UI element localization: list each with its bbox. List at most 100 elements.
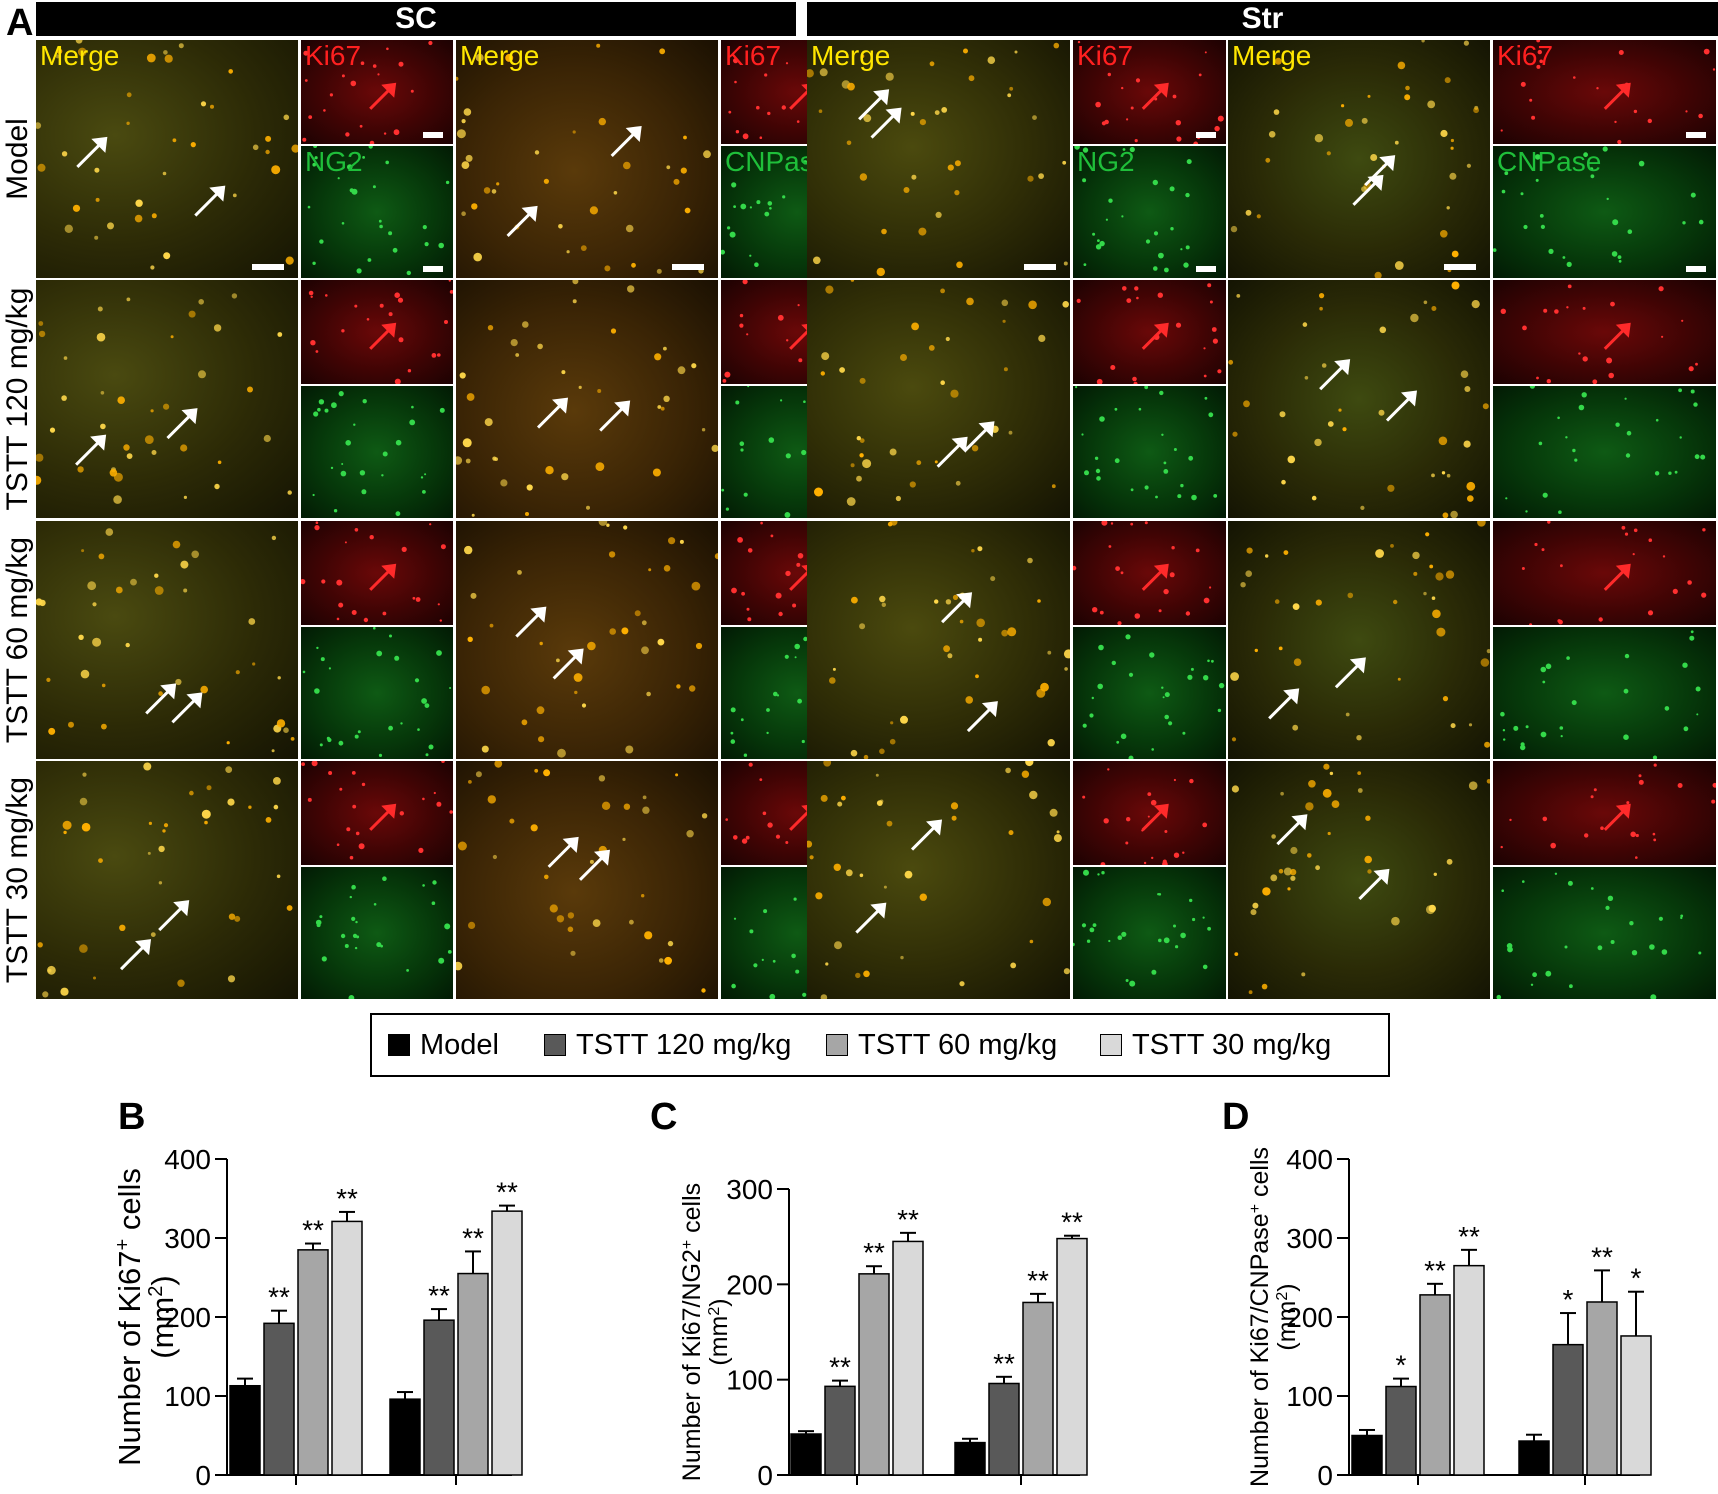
arrow-icon — [1358, 868, 1390, 900]
cell-dot — [231, 293, 238, 299]
ki67-dot — [366, 318, 370, 321]
cell-dot — [265, 149, 270, 155]
ki67-dot — [1143, 861, 1147, 865]
cell-dot — [820, 794, 828, 802]
cell-dot — [1063, 261, 1068, 266]
cell-dot — [1311, 495, 1317, 501]
cnpase-dot — [1605, 905, 1610, 910]
ki67-dot — [345, 132, 350, 137]
cell-dot — [589, 859, 594, 864]
ng2-dot — [359, 470, 366, 476]
cell-dot — [641, 894, 645, 898]
ki67-dot — [1712, 68, 1716, 71]
cnpase-dot — [1522, 880, 1525, 883]
cell-dot — [821, 352, 830, 361]
arrow-icon — [936, 436, 968, 468]
y-tick-label: 100 — [726, 1365, 773, 1396]
cell-dot — [457, 841, 467, 851]
cell-dot — [1341, 104, 1345, 108]
ki67-dot — [1135, 78, 1141, 83]
cell-dot — [1360, 505, 1365, 510]
cell-dot — [608, 551, 616, 558]
arrow-icon — [171, 692, 203, 724]
ng2-dot — [1185, 245, 1190, 250]
ng2-dot — [1144, 386, 1149, 390]
row-label-text: TSTT 120 mg/kg — [1, 287, 34, 511]
arrow-icon — [599, 400, 631, 432]
ng2-dot — [1101, 871, 1105, 875]
cell-dot — [1009, 86, 1014, 91]
legend-item: TSTT 120 mg/kg — [544, 1015, 791, 1075]
bar — [858, 1273, 890, 1476]
ng2-dot — [362, 399, 367, 404]
cell-dot — [163, 403, 170, 410]
cnpase-dot — [791, 953, 796, 959]
ki67-dot — [1560, 564, 1563, 568]
ki67-dot — [722, 379, 727, 383]
cell-dot — [38, 330, 46, 338]
ki67-dot — [315, 350, 319, 353]
ng2-dot — [1190, 667, 1194, 671]
cell-dot — [820, 371, 825, 376]
cell-dot — [641, 620, 647, 626]
cell-dot — [465, 458, 471, 464]
arrow-icon — [145, 683, 177, 715]
cnpase-dot — [1542, 680, 1546, 684]
cell-dot — [459, 372, 466, 379]
cell-dot — [956, 261, 963, 269]
cell-dot — [1254, 648, 1258, 653]
y-tick-label: 200 — [1286, 1302, 1333, 1333]
cell-dot — [1450, 146, 1454, 150]
ki67-dot — [1573, 76, 1576, 79]
cell-dot — [1256, 214, 1261, 219]
ng2-dot — [356, 935, 360, 939]
row-label-text: Model — [1, 118, 34, 200]
cell-dot — [1347, 592, 1354, 599]
cell-dot — [113, 495, 122, 504]
legend-swatch — [388, 1034, 410, 1056]
ki67-dot — [1685, 110, 1688, 113]
cnpase-dot — [1610, 940, 1615, 944]
ng2-dot — [1191, 494, 1197, 501]
cell-dot — [64, 224, 73, 233]
cell-dot — [623, 161, 631, 170]
cnpase-dot — [1569, 984, 1573, 989]
ki67-dot — [336, 617, 340, 621]
cell-dot — [42, 991, 49, 998]
ki67-dot — [311, 761, 318, 767]
cell-dot — [567, 912, 575, 919]
merge-label: Merge — [1232, 40, 1312, 71]
ki67-dot — [762, 811, 767, 816]
cell-dot — [1062, 301, 1069, 308]
merge-image: Merge — [36, 40, 298, 278]
ki67-image — [1073, 521, 1226, 625]
cell-dot — [500, 479, 508, 487]
ki67-dot — [1175, 120, 1181, 126]
ng2-dot — [1145, 239, 1151, 244]
ng2-dot — [1217, 708, 1222, 713]
significance-label: ** — [496, 1177, 518, 1208]
ki67-dot — [1126, 817, 1131, 822]
cell-dot — [235, 670, 240, 675]
ki67-dot — [1173, 852, 1180, 858]
cell-dot — [470, 592, 477, 599]
cnpase-dot — [1525, 510, 1528, 513]
cell-dot — [515, 353, 520, 357]
cell-dot — [863, 754, 869, 759]
ng2-dot — [1083, 263, 1087, 266]
cell-dot — [1279, 411, 1286, 418]
ki67-dot — [1147, 792, 1152, 796]
cell-dot — [1028, 300, 1037, 310]
ng2-dot — [327, 737, 332, 743]
cell-dot — [1468, 723, 1473, 727]
ki67-dot — [1121, 86, 1124, 90]
legend-label: TSTT 30 mg/kg — [1132, 1028, 1332, 1061]
cell-dot — [461, 161, 470, 169]
cell-dot — [126, 121, 130, 126]
merge-image — [36, 280, 298, 518]
cell-dot — [856, 436, 861, 441]
cnpase-dot — [1513, 725, 1519, 731]
ng2-dot — [394, 655, 400, 661]
ki67-dot — [1633, 109, 1638, 114]
ng2-dot — [1173, 448, 1177, 451]
